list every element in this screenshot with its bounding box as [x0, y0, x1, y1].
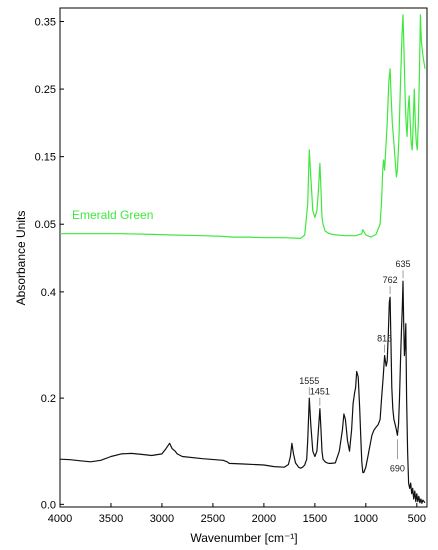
peak-label-1451: 1451	[310, 387, 330, 397]
top-panel: 0.35 0.25 0.15 0.05	[35, 14, 426, 239]
peak-label-762: 762	[383, 275, 398, 285]
peak-label-635: 635	[396, 259, 411, 269]
peak-label-816: 816	[377, 334, 392, 344]
plot-area-frame	[59, 7, 428, 508]
top-y-tick-label: 0.35	[35, 17, 56, 29]
x-tick-label: 500	[408, 513, 426, 525]
bottom-spectrum-line	[59, 280, 426, 504]
x-axis: 4000 3500 3000 2500 2000 1500 1000 500	[48, 503, 426, 525]
top-y-tick-label: 0.05	[35, 219, 56, 231]
peak-label-1555: 1555	[299, 376, 319, 386]
bottom-y-tick-label: 0.2	[41, 393, 56, 405]
peak-label-690: 690	[390, 463, 405, 473]
series-label-emerald-green: Emerald Green	[72, 208, 153, 222]
x-axis-label: Wavenumber [cm⁻¹]	[190, 531, 297, 545]
x-tick-label: 2500	[201, 513, 225, 525]
y-axis-label: Absorbance Units	[14, 211, 28, 306]
x-tick-label: 1000	[354, 513, 378, 525]
x-tick-label: 2000	[252, 513, 276, 525]
bottom-y-tick-label: 0.4	[41, 287, 56, 299]
top-y-tick-label: 0.15	[35, 152, 56, 164]
x-tick-label: 3000	[150, 513, 174, 525]
top-spectrum-line	[60, 14, 426, 239]
x-tick-label: 1500	[303, 513, 327, 525]
bottom-y-tick-label: 0.0	[41, 499, 56, 511]
top-y-tick-label: 0.25	[35, 84, 56, 96]
x-tick-label: 3500	[99, 513, 123, 525]
x-tick-label: 4000	[48, 513, 72, 525]
